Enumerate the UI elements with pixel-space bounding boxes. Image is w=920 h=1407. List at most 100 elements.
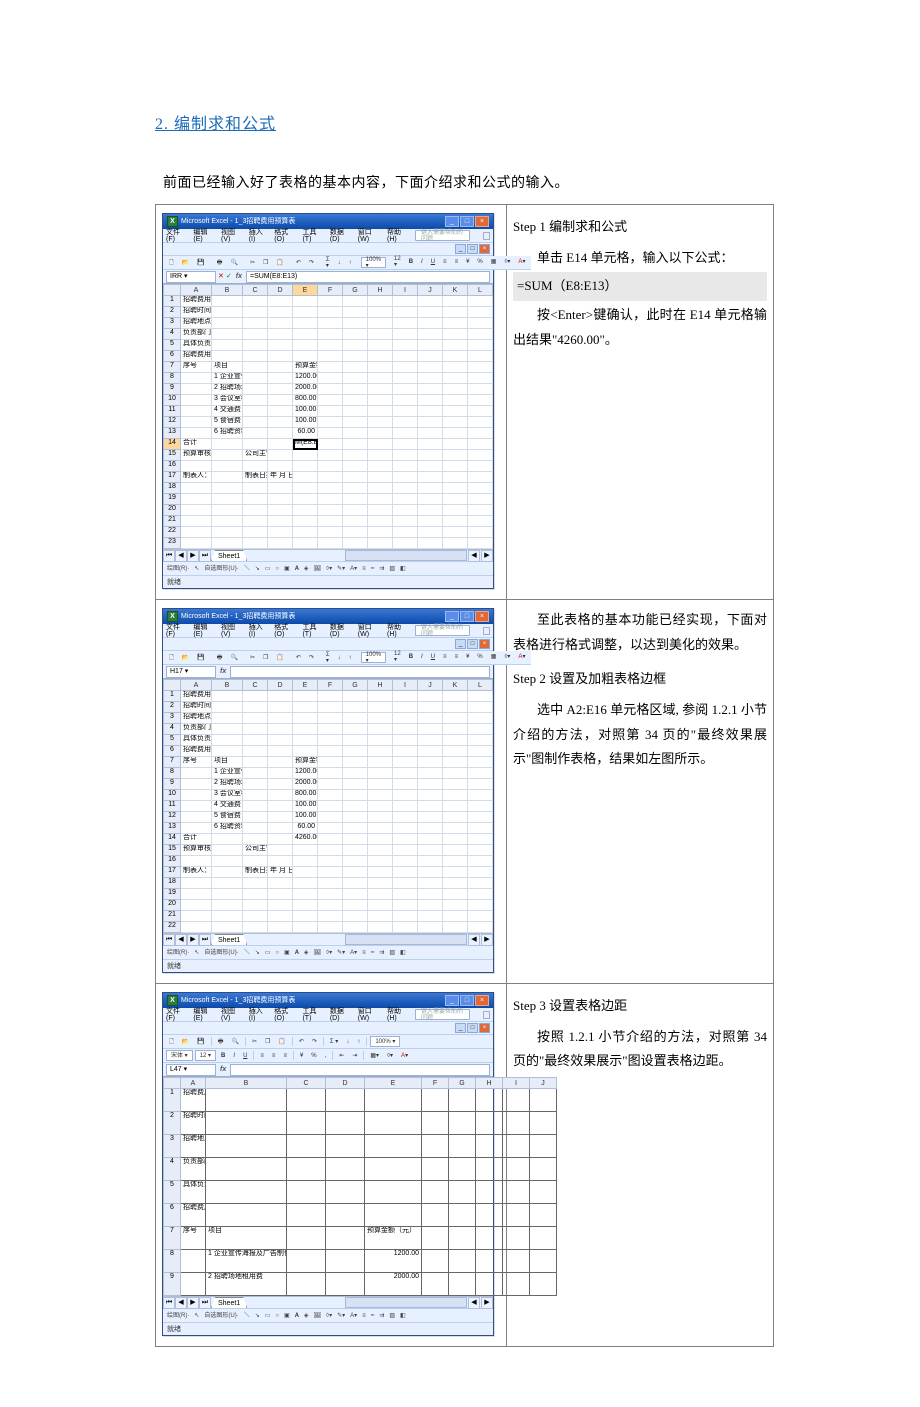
cell[interactable]: 负责部门 [181, 329, 212, 340]
column-header[interactable]: A [181, 1078, 206, 1089]
borders-icon[interactable]: ▦ [488, 258, 500, 266]
cell[interactable] [443, 461, 468, 472]
cell[interactable] [393, 439, 418, 450]
cell[interactable]: 项目 [212, 757, 243, 768]
row-header[interactable]: 13 [164, 428, 181, 439]
cell[interactable] [243, 757, 268, 768]
column-header[interactable]: H [368, 680, 393, 691]
cell[interactable] [393, 472, 418, 483]
shadow-icon[interactable]: ▨ [388, 950, 396, 956]
cell[interactable] [368, 812, 393, 823]
row-header[interactable]: 19 [164, 494, 181, 505]
minimize-button[interactable]: _ [445, 216, 459, 227]
cell[interactable] [268, 724, 293, 735]
cell[interactable] [468, 889, 493, 900]
cell[interactable] [418, 362, 443, 373]
cell[interactable] [268, 845, 293, 856]
cell[interactable] [443, 406, 468, 417]
cell[interactable] [393, 483, 418, 494]
dash-style-icon[interactable]: ┅ [370, 950, 376, 956]
cell[interactable] [181, 384, 212, 395]
cell[interactable]: 100.00 [293, 417, 318, 428]
cell[interactable] [418, 527, 443, 538]
cell[interactable] [243, 713, 268, 724]
cell[interactable] [393, 878, 418, 889]
menu-item[interactable]: 窗口(W) [358, 229, 378, 243]
help-search-box[interactable]: 键入需要帮助的问题 [415, 230, 470, 241]
cell[interactable] [326, 1250, 365, 1273]
cell[interactable] [393, 922, 418, 933]
bold-button[interactable]: B [406, 653, 416, 661]
cell[interactable] [318, 889, 343, 900]
cell[interactable] [418, 450, 443, 461]
cell[interactable] [343, 329, 368, 340]
cell[interactable] [368, 889, 393, 900]
cell[interactable] [212, 329, 243, 340]
clipart-icon[interactable]: 🖼 [313, 950, 323, 956]
cell[interactable] [530, 1273, 557, 1296]
cell[interactable] [443, 845, 468, 856]
cell[interactable] [268, 768, 293, 779]
underline-button[interactable]: U [428, 258, 438, 266]
cell[interactable] [243, 428, 268, 439]
cell[interactable] [268, 812, 293, 823]
cell[interactable] [368, 340, 393, 351]
cell[interactable]: 制表日期： [243, 867, 268, 878]
cell[interactable] [449, 1273, 476, 1296]
redo-icon[interactable]: ↷ [306, 259, 317, 267]
cell[interactable]: 合计 [181, 439, 212, 450]
cell[interactable] [468, 746, 493, 757]
cell[interactable]: 招聘费用预算 [181, 746, 212, 757]
cell[interactable]: 招聘费用预算表 [181, 691, 212, 702]
cell[interactable] [243, 702, 268, 713]
cell[interactable] [343, 834, 368, 845]
cell[interactable] [287, 1250, 326, 1273]
cell[interactable] [181, 417, 212, 428]
cell[interactable] [293, 340, 318, 351]
row-header[interactable]: 15 [164, 845, 181, 856]
cell[interactable] [268, 922, 293, 933]
cell[interactable] [318, 911, 343, 922]
cell[interactable] [368, 461, 393, 472]
cell[interactable] [318, 307, 343, 318]
cell[interactable] [368, 296, 393, 307]
font-color-icon[interactable]: A▾ [515, 258, 528, 266]
cell[interactable] [422, 1181, 449, 1204]
cell[interactable] [449, 1181, 476, 1204]
cell[interactable] [181, 538, 212, 549]
row-header[interactable]: 19 [164, 889, 181, 900]
cell[interactable] [343, 735, 368, 746]
fx-icon[interactable]: fx [218, 1066, 228, 1073]
sheet-tab[interactable]: Sheet1 [211, 934, 247, 945]
clipart-icon[interactable]: 🖼 [313, 566, 323, 572]
cell[interactable] [243, 900, 268, 911]
fill-icon[interactable]: ◊▾ [325, 1313, 333, 1319]
cell[interactable] [443, 450, 468, 461]
cell[interactable] [443, 428, 468, 439]
cell[interactable] [243, 691, 268, 702]
doc-restore-button[interactable]: □ [467, 639, 478, 649]
cell[interactable]: 100.00 [293, 406, 318, 417]
sort-desc-icon[interactable]: ↑ [346, 259, 355, 267]
arrow-icon[interactable]: ↘ [254, 566, 261, 572]
cell[interactable] [181, 889, 212, 900]
column-header[interactable] [164, 285, 181, 296]
cell[interactable] [443, 768, 468, 779]
fx-icon[interactable]: fx [234, 273, 244, 280]
cell[interactable]: 招聘地点 [181, 713, 212, 724]
cell[interactable] [318, 296, 343, 307]
undo-icon[interactable]: ↶ [293, 259, 304, 267]
menu-item[interactable]: 帮助(H) [387, 624, 406, 638]
cell[interactable] [287, 1181, 326, 1204]
cell[interactable] [318, 538, 343, 549]
cell[interactable] [418, 516, 443, 527]
row-header[interactable]: 5 [164, 735, 181, 746]
cell[interactable] [468, 812, 493, 823]
cell[interactable] [422, 1250, 449, 1273]
align-center-icon[interactable]: ≡ [269, 1052, 279, 1060]
draw-menu[interactable]: 绘图(R)· [166, 950, 190, 956]
row-header[interactable]: 16 [164, 461, 181, 472]
cell[interactable] [212, 724, 243, 735]
cell[interactable] [318, 834, 343, 845]
cell[interactable] [368, 790, 393, 801]
